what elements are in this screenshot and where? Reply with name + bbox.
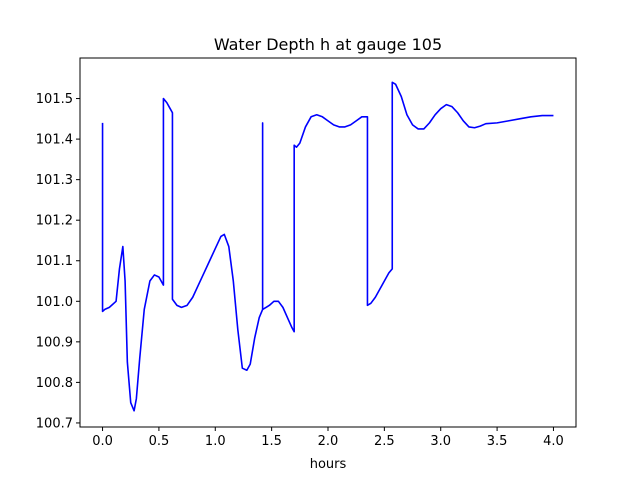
x-axis-ticks: 0.0 0.5 1.0 1.5 2.0 2.5 3.0 3.5 4.0 (92, 427, 564, 449)
y-tick-label: 101.0 (36, 295, 73, 310)
x-tick-label: 0.0 (92, 434, 113, 449)
x-tick-label: 4.0 (543, 434, 564, 449)
y-tick-label: 100.7 (36, 416, 73, 431)
x-tick-label: 3.0 (430, 434, 451, 449)
y-tick-label: 101.2 (36, 214, 73, 229)
x-tick-label: 2.5 (374, 434, 395, 449)
x-axis-label: hours (310, 457, 347, 472)
x-tick-label: 1.5 (261, 434, 282, 449)
y-tick-label: 101.3 (36, 173, 73, 188)
y-tick-label: 101.1 (36, 254, 73, 269)
x-tick-label: 3.5 (487, 434, 508, 449)
y-axis-ticks: 100.7 100.8 100.9 101.0 101.1 101.2 101.3 101.4… (36, 92, 80, 431)
y-tick-label: 101.4 (36, 133, 73, 148)
y-tick-label: 100.8 (36, 376, 73, 391)
y-tick-label: 101.5 (36, 92, 73, 107)
x-tick-label: 1.0 (205, 434, 226, 449)
plot-layer (101, 81, 554, 412)
x-tick-label: 2.0 (318, 434, 339, 449)
chart-title: Water Depth h at gauge 105 (214, 35, 442, 54)
x-tick-label: 0.5 (149, 434, 170, 449)
y-tick-label: 100.9 (36, 335, 73, 350)
series-line-0 (101, 81, 554, 412)
